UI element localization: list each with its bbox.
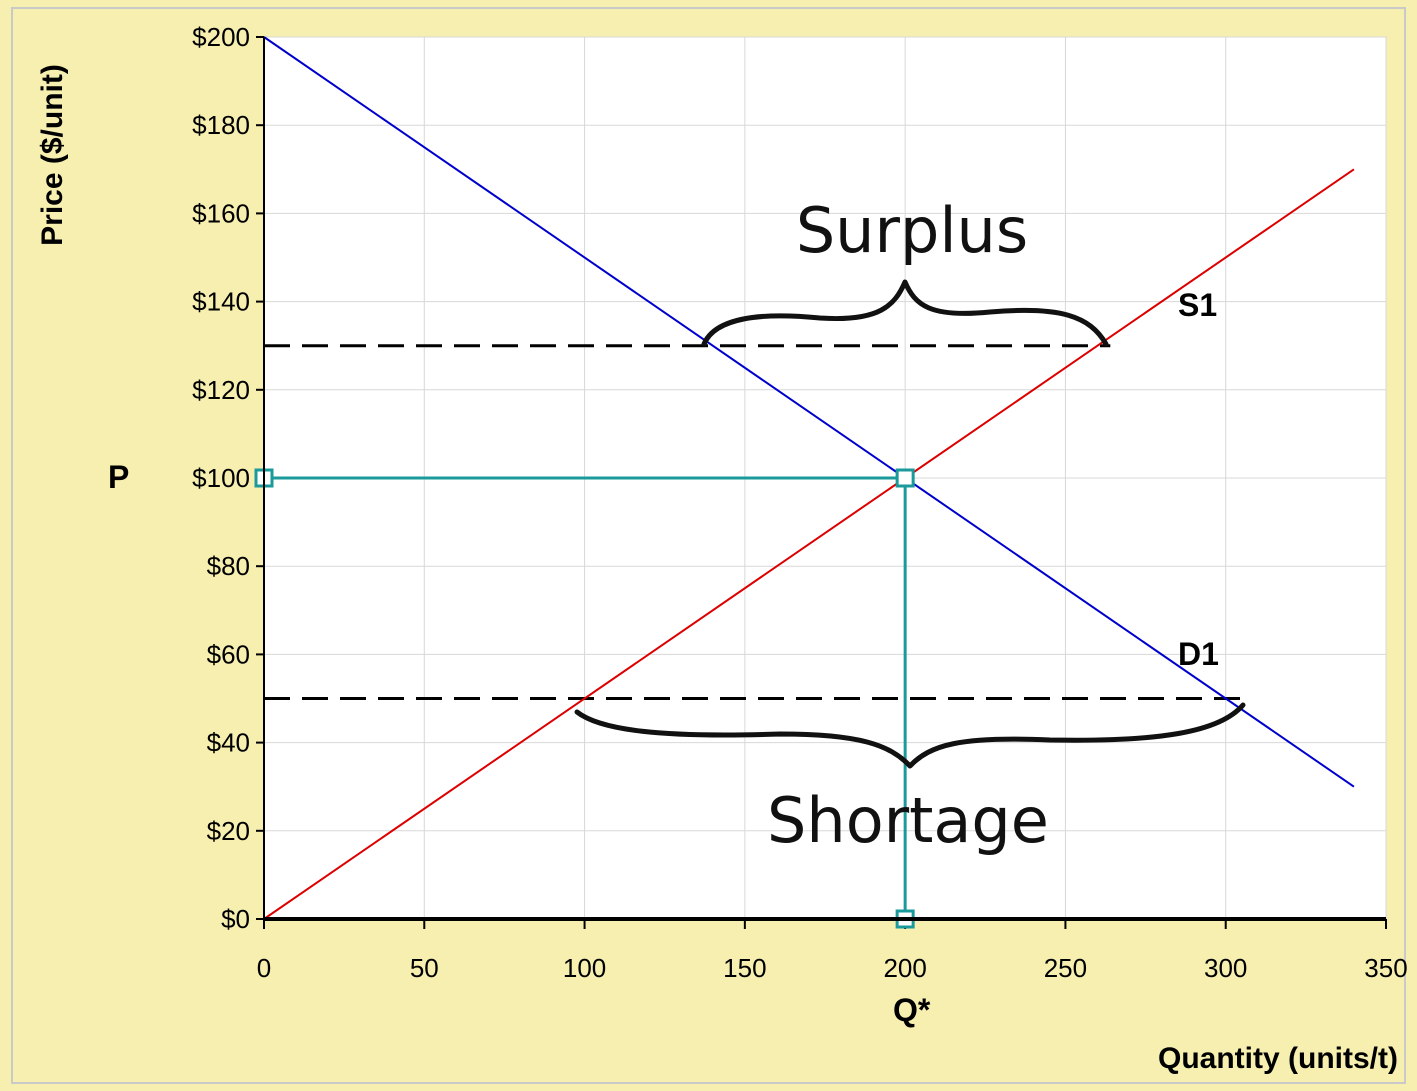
price-control-lines bbox=[264, 344, 1245, 700]
y-axis-ticks: $0 $20 $40 $60 $80 $100 $120 $140 $160 $180 $200 bbox=[192, 22, 264, 934]
x-tick-label: 300 bbox=[1204, 953, 1247, 983]
shortage-annotation: Shortage bbox=[767, 784, 1049, 857]
price-marker-label: P bbox=[108, 459, 129, 495]
chart-frame bbox=[11, 7, 1406, 1084]
supply-curve-label: S1 bbox=[1178, 287, 1217, 323]
y-tick-label: $160 bbox=[192, 198, 250, 228]
y-tick-label: $100 bbox=[192, 463, 250, 493]
shortage-brace bbox=[574, 702, 1246, 769]
demand-curve-label: D1 bbox=[1178, 636, 1219, 672]
x-tick-label: 50 bbox=[410, 953, 439, 983]
series-line-d1 bbox=[263, 36, 1355, 788]
series-lines bbox=[263, 36, 1355, 920]
x-axis-ticks: 0 50 100 150 200 250 300 350 bbox=[257, 919, 1408, 983]
series-line-s1 bbox=[263, 168, 1355, 920]
y-tick-label: $180 bbox=[192, 110, 250, 140]
x-tick-label: 0 bbox=[257, 953, 271, 983]
surplus-brace bbox=[701, 279, 1109, 347]
y-tick-label: $120 bbox=[192, 375, 250, 405]
y-tick-label: $20 bbox=[207, 816, 250, 846]
y-tick-label: $0 bbox=[221, 904, 250, 934]
y-tick-label: $40 bbox=[207, 728, 250, 758]
x-tick-label: 200 bbox=[883, 953, 926, 983]
quantity-marker-label: Q* bbox=[893, 992, 931, 1028]
equilibrium-point-marker bbox=[895, 468, 915, 488]
surplus-annotation: Surplus bbox=[796, 194, 1028, 267]
y-tick-label: $200 bbox=[192, 22, 250, 52]
y-axis-title: Price ($/unit) bbox=[36, 64, 69, 246]
y-tick-label: $60 bbox=[207, 639, 250, 669]
x-tick-label: 100 bbox=[563, 953, 606, 983]
x-axis-title: Quantity (units/t) bbox=[1158, 1042, 1398, 1075]
x-tick-label: 150 bbox=[723, 953, 766, 983]
x-tick-label: 350 bbox=[1364, 953, 1407, 983]
x-tick-label: 250 bbox=[1044, 953, 1087, 983]
y-tick-label: $140 bbox=[192, 287, 250, 317]
y-tick-label: $80 bbox=[207, 551, 250, 581]
